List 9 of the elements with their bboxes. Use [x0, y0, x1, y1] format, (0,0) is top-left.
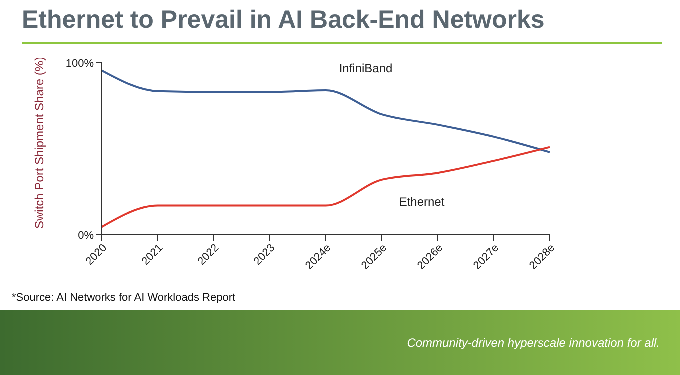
y-axis-title: Switch Port Shipment Share (%): [32, 56, 46, 229]
y-tick-label: 0%: [78, 230, 94, 242]
chart-title: Ethernet to Prevail in AI Back-End Networks: [22, 6, 545, 35]
text: *Source: AI Networks for AI Workloads Report: [12, 292, 236, 304]
series-label: InfiniBand: [339, 62, 393, 76]
series-label: Ethernet: [399, 194, 446, 209]
y-tick-label: 100%: [66, 58, 94, 70]
text: Community-driven hyperscale innovation for all.: [407, 336, 660, 350]
line-series: [101, 146, 551, 228]
